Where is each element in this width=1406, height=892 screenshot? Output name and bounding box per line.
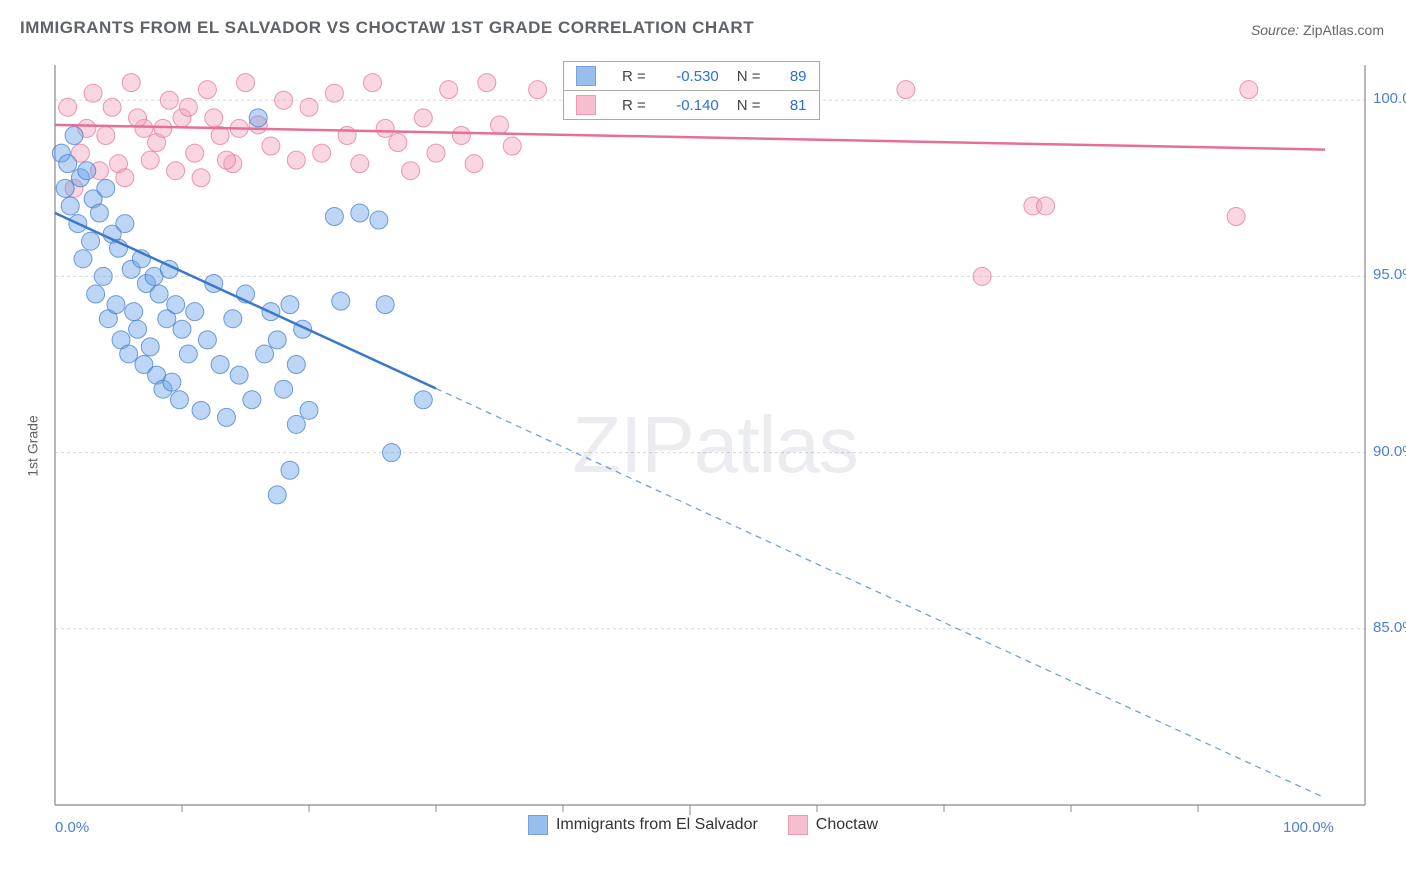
n-label: N = <box>737 97 761 114</box>
chart-svg <box>45 55 1385 835</box>
legend-swatch <box>576 95 596 115</box>
legend-swatch <box>788 815 808 835</box>
stats-legend-row: R = -0.140 N = 81 <box>563 90 820 120</box>
r-label: R = <box>622 97 646 114</box>
series-name: Choctaw <box>816 816 878 833</box>
source-value: ZipAtlas.com <box>1303 22 1384 38</box>
stats-legend-row: R = -0.530 N = 89 <box>563 61 820 91</box>
bottom-legend: Immigrants from El Salvador Choctaw <box>0 815 1406 835</box>
y-tick-label: 100.0% <box>1373 90 1406 107</box>
n-label: N = <box>737 68 761 85</box>
y-axis-label: 1st Grade <box>25 415 41 476</box>
source-attribution: Source: ZipAtlas.com <box>1251 22 1384 38</box>
r-value: -0.530 <box>664 68 719 85</box>
n-value: 81 <box>779 97 807 114</box>
stats-legend: R = -0.530 N = 89 R = -0.140 N = 81 <box>563 61 820 119</box>
legend-swatch <box>576 66 596 86</box>
r-label: R = <box>622 68 646 85</box>
legend-swatch <box>528 815 548 835</box>
y-tick-label: 95.0% <box>1373 266 1406 283</box>
y-tick-label: 90.0% <box>1373 443 1406 460</box>
source-label: Source: <box>1251 22 1299 38</box>
r-value: -0.140 <box>664 97 719 114</box>
bottom-legend-item: Choctaw <box>788 815 878 835</box>
chart-container: IMMIGRANTS FROM EL SALVADOR VS CHOCTAW 1… <box>0 0 1406 892</box>
chart-title: IMMIGRANTS FROM EL SALVADOR VS CHOCTAW 1… <box>20 18 754 38</box>
bottom-legend-item: Immigrants from El Salvador <box>528 815 758 835</box>
n-value: 89 <box>779 68 807 85</box>
y-tick-label: 85.0% <box>1373 619 1406 636</box>
series-name: Immigrants from El Salvador <box>556 816 758 833</box>
plot-area: ZIPatlas <box>45 55 1385 835</box>
